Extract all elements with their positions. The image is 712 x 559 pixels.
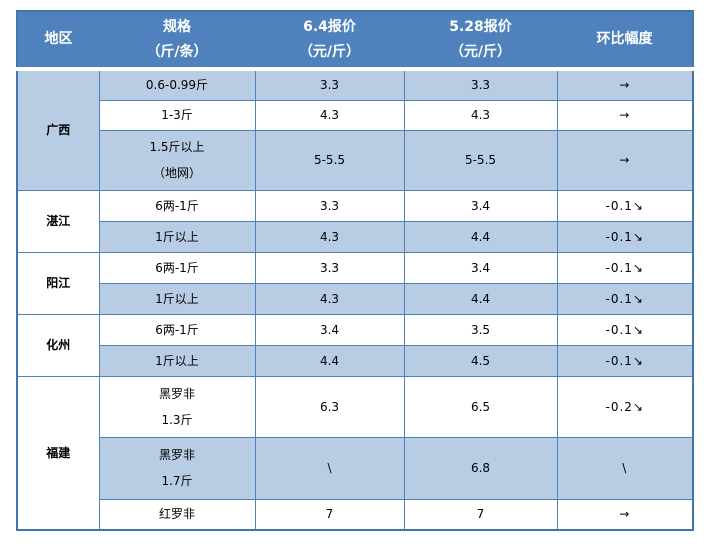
price-0528-cell: 4.3: [403, 99, 558, 131]
change-cell: -0.1↘: [556, 313, 694, 346]
price-0528-cell: 3.4: [403, 189, 558, 222]
table-row: 阳江 6两-1斤 3.3 3.4 -0.1↘: [16, 251, 694, 315]
column-header-price-0528: 5.28报价 （元/斤）: [404, 11, 557, 71]
price-0604-cell: 3.3: [254, 189, 405, 222]
table-row: 福建 黑罗非 1.3斤 6.3 6.5 -0.2↘: [16, 375, 694, 531]
spec-cell: 黑罗非 1.7斤: [98, 436, 256, 500]
price-0604-cell: 6.3: [254, 375, 405, 438]
header-row: 地区 规格 （斤/条） 6.4报价 （元/斤） 5.28报价 （元/斤）: [17, 11, 693, 71]
price-0528-cell: 7: [403, 498, 558, 531]
change-cell: \: [556, 436, 694, 500]
spec-cell: 6两-1斤: [98, 189, 256, 222]
change-cell: →: [556, 68, 694, 101]
header-line: 环比幅度: [596, 31, 653, 47]
table-row: 黑罗非 1.7斤 \ 6.8 \: [17, 436, 694, 500]
price-0604-cell: 4.3: [254, 220, 405, 253]
price-0528-cell: 4.4: [403, 282, 558, 315]
price-0604-cell: 3.4: [254, 313, 405, 346]
spec-cell: 0.6-0.99斤: [98, 68, 256, 101]
change-cell: -0.1↘: [556, 189, 694, 222]
price-0604-cell: 7: [254, 498, 405, 531]
spec-cell: 6两-1斤: [98, 251, 256, 284]
price-0604-cell: 4.3: [254, 99, 405, 131]
header-line: 6.4报价: [303, 18, 356, 35]
table-row: 广西 0.6-0.99斤 3.3 3.3 →: [16, 68, 694, 191]
region-cell: 湛江: [16, 189, 100, 253]
table-row: 1斤以上 4.3 4.4 -0.1↘: [17, 282, 694, 315]
price-table-container: 地区 规格 （斤/条） 6.4报价 （元/斤） 5.28报价 （元/斤）: [16, 10, 694, 531]
price-0528-cell: 6.5: [403, 375, 558, 438]
column-header-change: 环比幅度: [557, 11, 693, 71]
price-0528-cell: 3.4: [403, 251, 558, 284]
price-0604-cell: 5-5.5: [254, 129, 405, 191]
header-line: （元/斤）: [298, 43, 361, 60]
region-cell: 化州: [16, 313, 100, 377]
tilapia-price-table: 地区 规格 （斤/条） 6.4报价 （元/斤） 5.28报价 （元/斤）: [16, 10, 694, 531]
price-0604-cell: 4.3: [254, 282, 405, 315]
price-0528-cell: 6.8: [403, 436, 558, 500]
header-line: 规格: [163, 18, 191, 35]
change-cell: →: [556, 129, 694, 191]
column-header-price-0604: 6.4报价 （元/斤）: [255, 11, 404, 71]
spec-cell: 1斤以上: [98, 344, 256, 377]
table-row: 1斤以上 4.3 4.4 -0.1↘: [17, 220, 694, 253]
spec-line: 1.3斤: [161, 412, 193, 427]
change-cell: -0.2↘: [556, 375, 694, 438]
price-0528-cell: 4.5: [403, 344, 558, 377]
spec-cell: 红罗非: [98, 498, 256, 531]
table-header: 地区 规格 （斤/条） 6.4报价 （元/斤） 5.28报价 （元/斤）: [17, 11, 693, 71]
spec-cell: 黑罗非 1.3斤: [98, 375, 256, 438]
header-line: （元/斤）: [449, 43, 512, 60]
spec-cell: 1-3斤: [98, 99, 256, 131]
table-row: 1.5斤以上 （地网） 5-5.5 5-5.5 →: [17, 129, 694, 191]
spec-line: 黑罗非: [158, 386, 195, 401]
region-cell: 广西: [16, 68, 100, 191]
table-body: 广西 0.6-0.99斤 3.3 3.3 → 1-3斤 4.3 4.3 → 1.…: [16, 68, 694, 531]
price-0528-cell: 5-5.5: [403, 129, 558, 191]
change-cell: -0.1↘: [556, 344, 694, 377]
header-line: （斤/条）: [146, 43, 208, 60]
price-0604-cell: 4.4: [254, 344, 405, 377]
spec-cell: 1斤以上: [98, 282, 256, 315]
header-line: 5.28报价: [449, 18, 512, 35]
region-cell: 阳江: [16, 251, 100, 315]
price-0604-cell: 3.3: [254, 68, 405, 101]
change-cell: -0.1↘: [556, 220, 694, 253]
change-cell: -0.1↘: [556, 282, 694, 315]
spec-cell: 1.5斤以上 （地网）: [98, 129, 256, 191]
table-row: 1斤以上 4.4 4.5 -0.1↘: [17, 344, 694, 377]
price-0528-cell: 3.5: [403, 313, 558, 346]
spec-line: 1.7斤: [161, 474, 193, 488]
column-header-spec: 规格 （斤/条）: [99, 11, 255, 71]
price-0528-cell: 3.3: [403, 68, 558, 101]
region-cell: 福建: [16, 375, 100, 531]
spec-line: 1.5斤以上: [149, 140, 205, 154]
change-cell: →: [556, 99, 694, 131]
price-0604-cell: 3.3: [254, 251, 405, 284]
table-row: 湛江 6两-1斤 3.3 3.4 -0.1↘: [16, 189, 694, 253]
change-cell: →: [556, 498, 694, 531]
header-line: 地区: [44, 31, 73, 47]
spec-cell: 6两-1斤: [98, 313, 256, 346]
price-0528-cell: 4.4: [403, 220, 558, 253]
spec-cell: 1斤以上: [98, 220, 256, 253]
change-cell: -0.1↘: [556, 251, 694, 284]
table-row: 化州 6两-1斤 3.4 3.5 -0.1↘: [16, 313, 694, 377]
table-row: 红罗非 7 7 →: [17, 498, 694, 531]
price-0604-cell: \: [254, 436, 405, 500]
spec-line: 黑罗非: [158, 448, 195, 462]
spec-line: （地网）: [152, 166, 201, 180]
column-header-region: 地区: [17, 11, 99, 71]
table-row: 1-3斤 4.3 4.3 →: [17, 99, 694, 131]
